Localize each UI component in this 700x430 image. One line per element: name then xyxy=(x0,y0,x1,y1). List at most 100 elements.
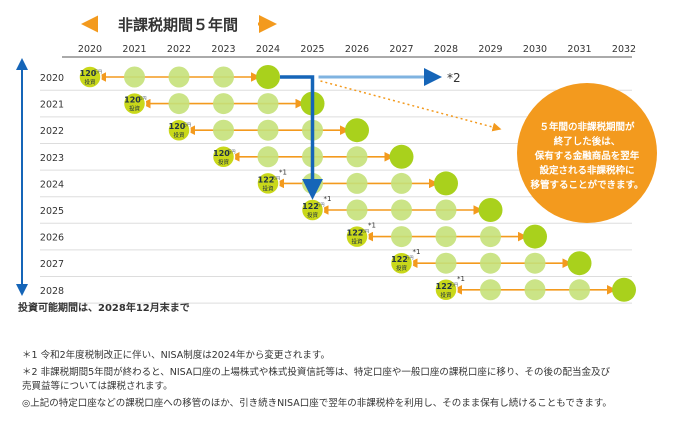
row-footnote-mark: *1 xyxy=(324,195,332,203)
holding-circle xyxy=(124,66,145,88)
final-year-circle xyxy=(256,65,280,89)
coin-unit: 万円 xyxy=(139,96,147,101)
holding-circle xyxy=(391,172,412,194)
coin-invest-label: 投資 xyxy=(173,131,185,139)
final-year-circle xyxy=(523,224,547,249)
coin-unit: 万円 xyxy=(450,282,458,287)
final-year-circle xyxy=(612,277,636,302)
year-header-2028: 2028 xyxy=(434,44,458,55)
coin-unit: 万円 xyxy=(228,149,236,154)
holding-circle xyxy=(346,146,368,168)
investment-coin xyxy=(434,278,458,302)
coin-unit: 万円 xyxy=(406,255,414,260)
holding-circle xyxy=(213,93,234,115)
callout-line: 設定される非課税枠に xyxy=(539,165,634,177)
row-year-label-2026: 2026 xyxy=(40,233,64,244)
holding-circle xyxy=(524,279,546,301)
row-year-label-2025: 2025 xyxy=(40,206,64,217)
holding-circle xyxy=(435,252,457,274)
coin-unit: 万円 xyxy=(183,122,191,127)
coin-amount: 120 xyxy=(124,96,141,105)
holding-circle xyxy=(480,279,501,301)
holding-circle xyxy=(480,226,501,248)
callout-pointer xyxy=(320,80,502,132)
year-header-2025: 2025 xyxy=(300,44,324,55)
coin-invest-label: 投資 xyxy=(262,184,274,192)
coin-invest-label: 投資 xyxy=(129,105,141,113)
callout-line: 終了した後は、 xyxy=(554,136,621,148)
investment-coin xyxy=(167,118,191,142)
coin-amount: 122 xyxy=(436,282,453,291)
coin-invest-label: 投資 xyxy=(351,238,363,246)
coin-invest-label: 投資 xyxy=(396,264,408,272)
year-header-2023: 2023 xyxy=(211,44,235,55)
coin-unit: 万円 xyxy=(94,69,102,74)
year-header-2032: 2032 xyxy=(612,44,636,55)
rollover-note-mark: *2 xyxy=(447,71,461,85)
footnote-2: ＊2 非課税期間5年間が終わると、NISA口座の上場株式や株式投資信託等は、特定… xyxy=(22,367,610,378)
investment-coin xyxy=(389,251,414,275)
coin-invest-label: 投資 xyxy=(307,211,319,219)
investment-coin xyxy=(122,91,147,116)
holding-circle xyxy=(569,279,590,301)
holding-circle xyxy=(257,119,279,141)
coin-amount: 120 xyxy=(80,69,97,78)
year-header-2020: 2020 xyxy=(78,44,102,55)
coin-amount: 122 xyxy=(347,229,364,238)
final-year-circle xyxy=(478,198,503,222)
coin-amount: 122 xyxy=(391,255,408,264)
row-year-label-2023: 2023 xyxy=(40,153,64,164)
row-year-label-2022: 2022 xyxy=(40,126,64,137)
holding-circle xyxy=(346,199,368,221)
investment-period-text: 投資可能期間は、2028年12月末まで xyxy=(18,301,190,314)
coin-invest-label: 投資 xyxy=(84,78,96,86)
row-year-label-2020: 2020 xyxy=(40,73,64,84)
year-header-2026: 2026 xyxy=(345,44,369,55)
callout-line: 移管することができます。 xyxy=(530,179,643,191)
holding-circle xyxy=(213,119,234,141)
year-header-2029: 2029 xyxy=(478,44,502,55)
rollover-arrow xyxy=(280,75,323,200)
diagram-title: 非課税期間５年間 xyxy=(118,16,238,34)
year-header-2021: 2021 xyxy=(122,44,146,55)
year-header-2031: 2031 xyxy=(567,44,591,55)
holding-circle xyxy=(435,199,457,221)
row-footnote-mark: *1 xyxy=(279,168,287,176)
holding-circle xyxy=(168,66,190,88)
holding-circle xyxy=(391,226,412,248)
holding-circle xyxy=(257,146,279,168)
coin-amount: 122 xyxy=(302,202,319,211)
callout-line: 保有する金融商品を翌年 xyxy=(534,150,640,162)
coin-amount: 120 xyxy=(169,122,186,131)
holding-circle xyxy=(257,93,279,115)
footnote-3: ◎上記の特定口座などの課税口座への移管のほか、引き続きNISA口座で翌年の非課税… xyxy=(22,398,612,409)
row-year-label-2027: 2027 xyxy=(40,259,64,270)
final-year-circle xyxy=(434,171,458,196)
row-footnote-mark: *1 xyxy=(368,222,376,230)
title-background xyxy=(98,13,258,35)
holding-circle xyxy=(480,252,501,274)
investment-coin xyxy=(211,145,236,169)
year-header-2027: 2027 xyxy=(389,44,413,55)
coin-invest-label: 投資 xyxy=(440,291,452,299)
coin-amount: 122 xyxy=(258,175,275,184)
callout-circle xyxy=(517,83,657,223)
row-footnote-mark: *1 xyxy=(413,248,421,256)
holding-circle xyxy=(346,172,368,194)
row-year-label-2028: 2028 xyxy=(40,286,64,297)
year-header-2022: 2022 xyxy=(167,44,191,55)
year-header-2030: 2030 xyxy=(523,44,547,55)
final-year-circle xyxy=(389,144,414,169)
year-header-2024: 2024 xyxy=(256,44,280,55)
holding-circle xyxy=(391,199,412,221)
row-year-label-2021: 2021 xyxy=(40,100,64,111)
investment-coin xyxy=(256,171,280,196)
callout-line: ５年間の非課税期間が xyxy=(539,121,635,133)
holding-circle xyxy=(168,93,190,115)
footnote-1: ＊1 令和2年度税制改正に伴い、NISA制度は2024年から変更されます。 xyxy=(22,350,330,361)
holding-circle xyxy=(213,66,234,88)
coin-amount: 120 xyxy=(213,149,230,158)
investment-coin xyxy=(78,65,102,89)
investment-coin xyxy=(345,224,369,249)
